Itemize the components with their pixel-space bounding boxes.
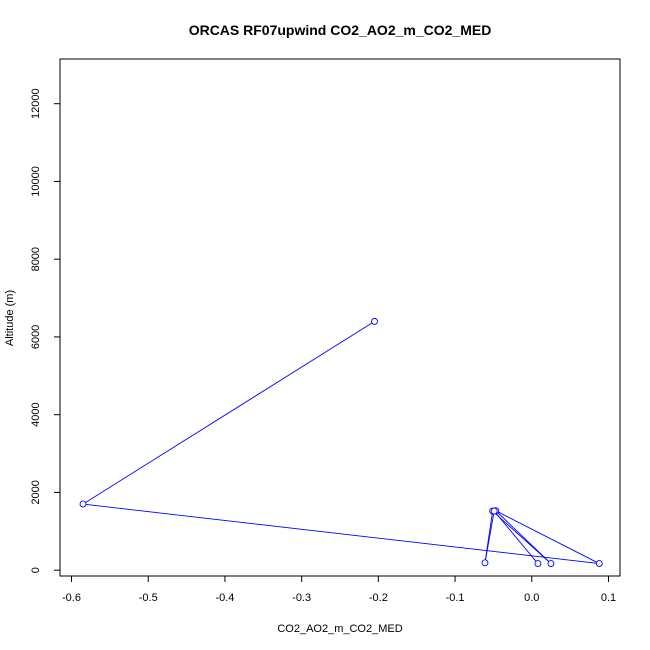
series-segment <box>82 503 600 565</box>
x-tick-label: -0.4 <box>215 592 234 604</box>
y-tick-label: 8000 <box>30 247 42 271</box>
y-axis: 0 2000 4000 6000 8000 10000 12000 <box>30 88 60 573</box>
series-lines <box>82 321 600 565</box>
y-axis-label: Altitude (m) <box>4 290 16 346</box>
series-segment <box>484 511 495 563</box>
x-tick-label: -0.6 <box>62 592 81 604</box>
data-point <box>547 560 555 568</box>
x-axis-label: CO2_AO2_m_CO2_MED <box>277 623 402 635</box>
data-point <box>595 560 603 568</box>
series-segment <box>492 510 552 564</box>
x-tick-label: -0.3 <box>292 592 311 604</box>
data-point <box>534 560 542 568</box>
series-segment <box>82 321 375 505</box>
series-segment <box>495 510 600 564</box>
x-tick-label: 0.0 <box>524 592 539 604</box>
data-point <box>371 317 378 325</box>
x-axis: -0.6 -0.5 -0.4 -0.3 -0.2 -0.1 0.0 0.1 <box>62 576 616 604</box>
chart-title: ORCAS RF07upwind CO2_AO2_m_CO2_MED <box>189 22 492 38</box>
x-tick-label: 0.1 <box>601 592 616 604</box>
series-points <box>79 317 603 568</box>
y-tick-label: 4000 <box>30 402 42 426</box>
y-tick-label: 0 <box>30 567 42 573</box>
x-tick-label: -0.5 <box>139 592 158 604</box>
y-tick-label: 2000 <box>30 480 42 504</box>
series-segment <box>493 510 539 564</box>
data-point <box>481 559 489 567</box>
y-tick-label: 6000 <box>30 325 42 349</box>
data-point <box>79 500 87 508</box>
plot-frame <box>59 58 621 577</box>
x-tick-label: -0.1 <box>446 592 465 604</box>
x-tick-label: -0.2 <box>369 592 388 604</box>
y-tick-label: 12000 <box>30 88 42 119</box>
data-point <box>490 507 498 515</box>
y-tick-label: 10000 <box>30 166 42 197</box>
